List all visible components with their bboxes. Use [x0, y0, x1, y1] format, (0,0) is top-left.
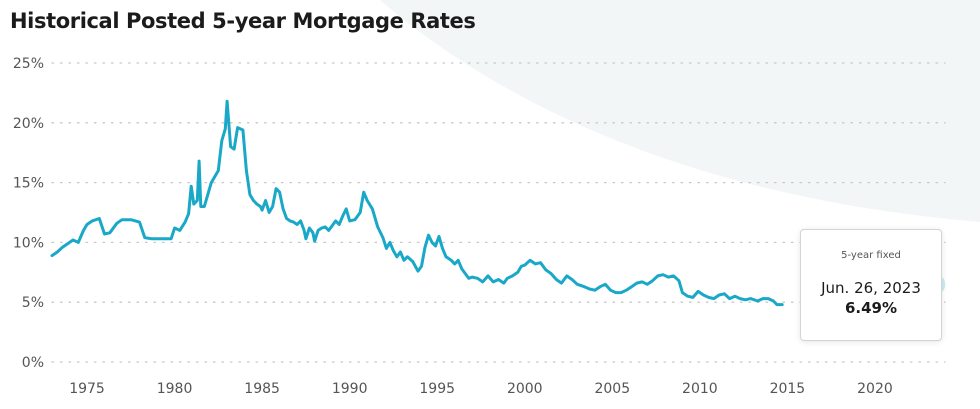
y-tick-label: 10% [13, 235, 44, 251]
x-tick-label: 1975 [69, 381, 105, 397]
x-tick-label: 1995 [419, 381, 455, 397]
page-title: Historical Posted 5-year Mortgage Rates [10, 9, 476, 33]
y-tick-label: 15% [13, 176, 44, 192]
tooltip-value: 6.49% [844, 299, 898, 317]
y-tick-label: 20% [13, 116, 44, 132]
x-tick-label: 2020 [857, 381, 893, 397]
tooltip: 5-year fixed Jun. 26, 2023 6.49% [800, 229, 942, 341]
y-tick-label: 5% [22, 295, 44, 311]
y-tick-label: 0% [22, 355, 44, 371]
y-tick-label: 25% [13, 56, 44, 72]
x-tick-label: 2010 [682, 381, 718, 397]
x-tick-label: 2000 [507, 381, 543, 397]
x-tick-label: 2005 [594, 381, 630, 397]
x-tick-label: 1985 [244, 381, 280, 397]
tooltip-date: Jun. 26, 2023 [821, 279, 921, 297]
series-line-5-year-fixed [50, 99, 784, 307]
x-tick-label: 1990 [332, 381, 368, 397]
x-tick-label: 1980 [157, 381, 193, 397]
x-tick-label: 2015 [770, 381, 806, 397]
y-axis-ticks: 0% 5% 10% 15% 20% 25% [13, 56, 44, 371]
x-axis-ticks: 1975 1980 1985 1990 1995 2000 2005 2010 2015 2020 [69, 381, 893, 397]
tooltip-series-label: 5-year fixed [841, 250, 901, 261]
